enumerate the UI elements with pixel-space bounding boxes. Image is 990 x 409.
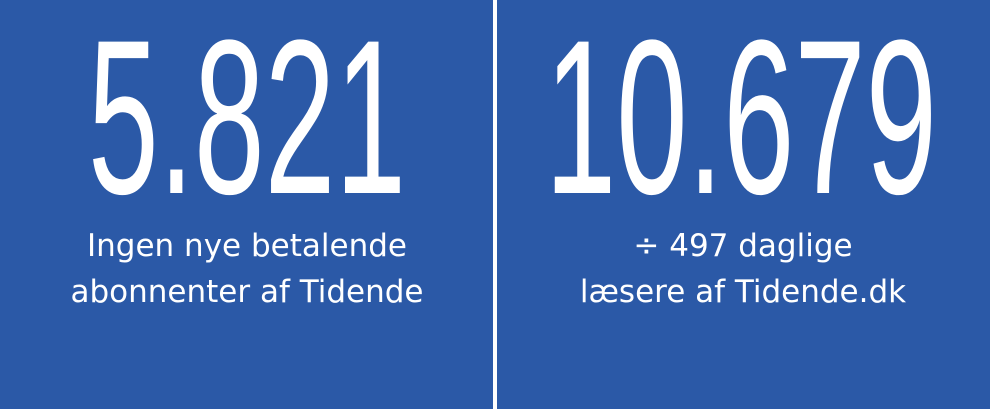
big-number: 5.821 bbox=[88, 0, 406, 240]
divider bbox=[493, 0, 497, 409]
caption-line: læsere af Tidende.dk bbox=[580, 274, 906, 310]
caption-line: abonnenter af Tidende bbox=[71, 274, 424, 310]
panel: 10.679 ÷ 497 daglige læsere af Tidende.d… bbox=[545, 0, 937, 310]
caption-line: ÷ 497 daglige bbox=[633, 228, 852, 264]
big-number: 10.679 bbox=[545, 0, 937, 240]
panel: 5.821 Ingen nye betalende abonnenter af … bbox=[71, 0, 424, 310]
caption-line: Ingen nye betalende bbox=[87, 228, 407, 264]
